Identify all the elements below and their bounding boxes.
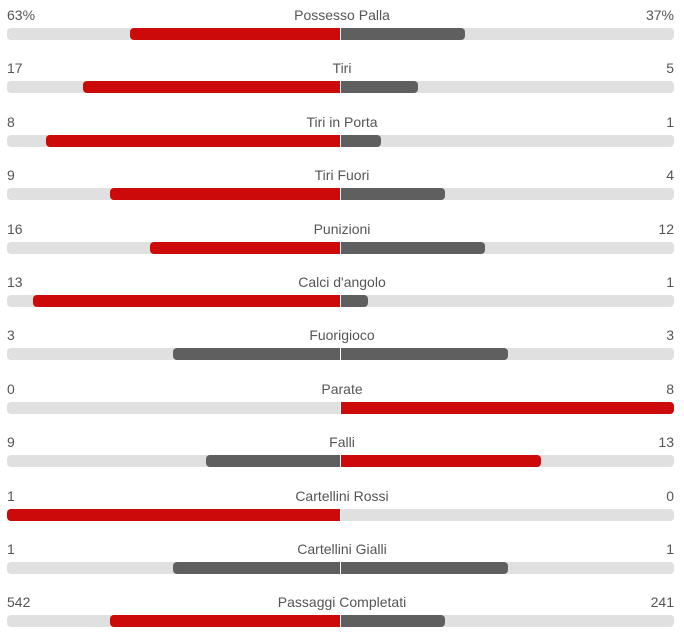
home-bar	[82, 81, 340, 94]
home-bar	[173, 562, 340, 574]
away-bar	[341, 562, 508, 574]
stat-row: 1 Cartellini Gialli 1	[0, 540, 684, 580]
stat-row: 9 Tiri Fuori 4	[0, 166, 684, 206]
home-value: 542	[7, 594, 31, 611]
stat-label: Falli	[329, 434, 355, 451]
away-value: 8	[666, 380, 674, 397]
stat-bar-track	[7, 348, 674, 361]
stat-bar-track	[7, 81, 674, 94]
away-value: 5	[666, 60, 674, 77]
stat-bar-track	[7, 188, 674, 201]
bar-center-divider	[340, 81, 341, 94]
away-bar	[341, 188, 445, 201]
away-bar	[341, 295, 368, 307]
bar-center-divider	[340, 615, 341, 628]
stat-label: Calci d'angolo	[298, 274, 386, 290]
away-bar	[341, 28, 465, 40]
bar-center-divider	[340, 562, 341, 574]
home-value: 63%	[7, 7, 36, 23]
bar-center-divider	[340, 401, 341, 414]
bar-center-divider	[340, 28, 341, 40]
stat-row: 3 Fuorigioco 3	[0, 326, 684, 366]
home-value: 1	[7, 541, 15, 557]
home-value: 17	[7, 60, 23, 77]
home-value: 1	[7, 487, 15, 504]
stat-row: 9 Falli 13	[0, 433, 684, 473]
stat-bar-track	[7, 401, 674, 414]
stat-bar-track	[7, 28, 674, 40]
away-value: 1	[666, 274, 674, 290]
bar-center-divider	[340, 295, 341, 307]
stat-label: Fuorigioco	[309, 327, 375, 344]
away-value: 0	[666, 487, 674, 504]
stat-label: Tiri in Porta	[306, 113, 378, 130]
away-value: 1	[666, 113, 674, 130]
away-bar	[341, 241, 485, 254]
home-bar	[129, 28, 340, 40]
stat-row: 13 Calci d'angolo 1	[0, 273, 684, 313]
stat-row: 1 Cartellini Rossi 0	[0, 487, 684, 527]
away-value: 37%	[645, 7, 674, 23]
stat-label: Cartellini Rossi	[295, 487, 389, 504]
bar-center-divider	[340, 348, 341, 361]
stat-label: Tiri	[332, 60, 352, 77]
home-value: 13	[7, 274, 23, 290]
away-value: 13	[658, 434, 674, 451]
stat-label: Cartellini Gialli	[297, 541, 387, 557]
bar-center-divider	[340, 508, 341, 521]
home-value: 16	[7, 220, 23, 237]
home-value: 9	[7, 167, 15, 184]
away-value: 4	[666, 167, 674, 184]
home-value: 9	[7, 434, 15, 451]
away-bar	[341, 348, 508, 361]
away-value: 3	[666, 327, 674, 344]
stat-row: 17 Tiri 5	[0, 59, 684, 99]
home-bar	[32, 295, 340, 307]
stat-bar-track	[7, 455, 674, 468]
stat-bar-track	[7, 508, 674, 521]
stat-label: Possesso Palla	[294, 7, 390, 23]
bar-center-divider	[340, 188, 341, 201]
home-bar	[149, 241, 340, 254]
stat-bar-track	[7, 295, 674, 307]
stat-label: Passaggi Completati	[277, 594, 407, 611]
home-bar	[173, 348, 340, 361]
stat-label: Tiri Fuori	[314, 167, 370, 184]
stat-bar-track	[7, 615, 674, 628]
home-value: 3	[7, 327, 15, 344]
home-bar	[206, 455, 340, 468]
home-bar	[109, 188, 340, 201]
away-bar	[341, 134, 382, 147]
away-bar	[341, 455, 542, 468]
home-bar	[46, 134, 340, 147]
away-value: 1	[666, 541, 674, 557]
home-value: 8	[7, 113, 15, 130]
bar-center-divider	[340, 241, 341, 254]
away-bar	[341, 81, 418, 94]
stat-row: 8 Tiri in Porta 1	[0, 113, 684, 153]
bar-center-divider	[340, 134, 341, 147]
stat-label: Punizioni	[313, 220, 371, 237]
stat-row: 16 Punizioni 12	[0, 220, 684, 260]
away-bar	[341, 615, 445, 628]
home-bar	[109, 615, 340, 628]
away-value: 12	[658, 220, 674, 237]
stat-bar-track	[7, 562, 674, 574]
stat-bar-track	[7, 241, 674, 254]
away-bar	[341, 401, 674, 414]
home-value: 0	[7, 380, 15, 397]
stat-row: 542 Passaggi Completati 241	[0, 593, 684, 633]
stat-label: Parate	[321, 380, 363, 397]
stat-bar-track	[7, 134, 674, 147]
home-bar	[7, 508, 340, 521]
away-value: 241	[650, 594, 674, 611]
stat-row: 0 Parate 8	[0, 380, 684, 420]
bar-center-divider	[340, 455, 341, 468]
stat-row: 63% Possesso Palla 37%	[0, 6, 684, 46]
